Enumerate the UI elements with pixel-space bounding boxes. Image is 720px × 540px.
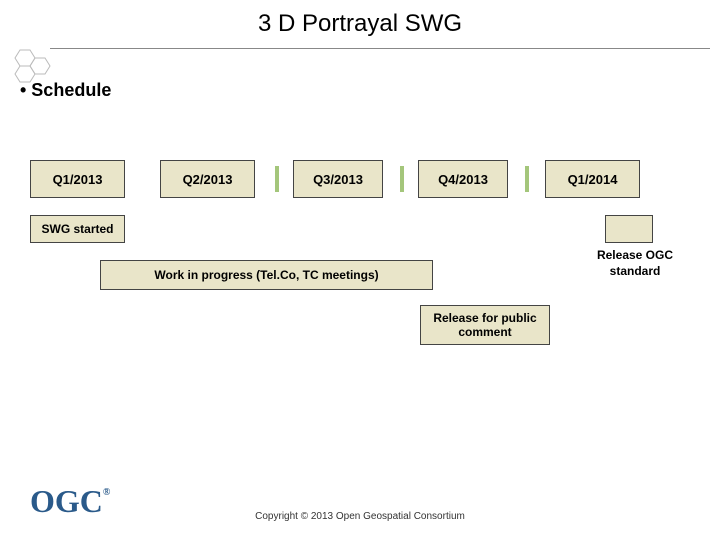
quarter-label: Q3/2013 (313, 172, 363, 187)
quarter-box: Q2/2013 (160, 160, 255, 198)
timeline-tick (400, 166, 404, 192)
milestone-release-ogc-std-box (605, 215, 653, 243)
quarter-box: Q1/2014 (545, 160, 640, 198)
quarter-box: Q4/2013 (418, 160, 508, 198)
title-underline (50, 48, 710, 49)
milestone-work-in-progress: Work in progress (Tel.Co, TC meetings) (100, 260, 433, 290)
milestone-label: Release for public comment (421, 311, 549, 340)
quarter-label: Q1/2014 (568, 172, 618, 187)
quarter-label: Q2/2013 (183, 172, 233, 187)
quarter-box: Q1/2013 (30, 160, 125, 198)
quarter-box: Q3/2013 (293, 160, 383, 198)
milestone-release-public-comment: Release for public comment (420, 305, 550, 345)
quarter-label: Q4/2013 (438, 172, 488, 187)
milestone-swg-started: SWG started (30, 215, 125, 243)
section-title-schedule: • Schedule (20, 80, 111, 101)
page-title: 3 D Portrayal SWG (0, 0, 720, 48)
timeline-tick (275, 166, 279, 192)
milestone-label: Work in progress (Tel.Co, TC meetings) (154, 268, 378, 282)
logo-registered: ® (103, 487, 110, 498)
copyright-text: Copyright © 2013 Open Geospatial Consort… (0, 511, 720, 522)
hex-decoration (10, 45, 60, 85)
quarter-label: Q1/2013 (53, 172, 103, 187)
milestone-label: SWG started (41, 222, 113, 236)
milestone-release-ogc-std-label: Release OGC standard (590, 248, 680, 279)
timeline-tick (525, 166, 529, 192)
